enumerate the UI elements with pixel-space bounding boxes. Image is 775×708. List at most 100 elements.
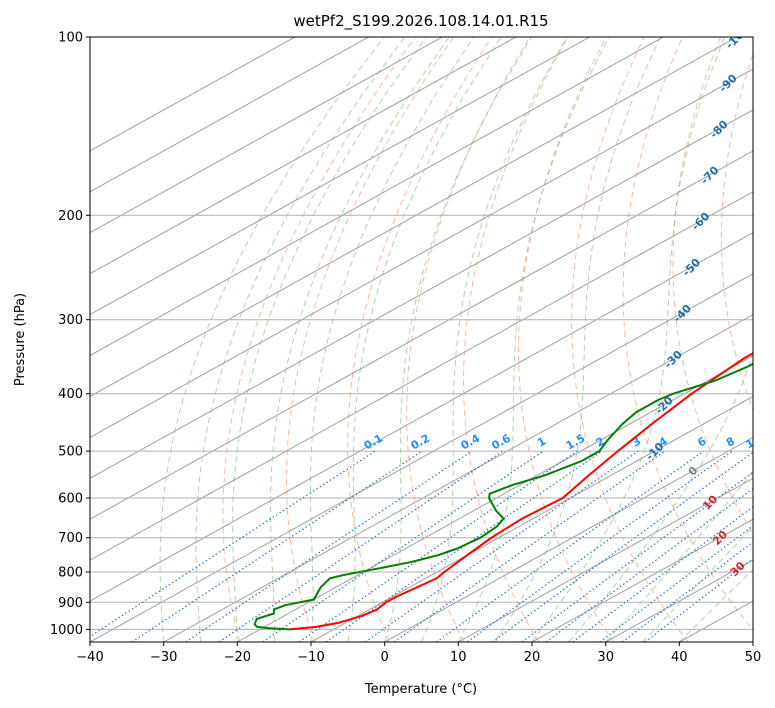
mixing-ratio-line [393,450,666,642]
mixing-ratio-label: 1 [535,434,548,449]
dry-adiabat-line [622,37,753,631]
mixing-ratio-line [622,541,753,642]
moist-adiabat-line [531,37,725,642]
x-tick-label: −40 [76,650,103,665]
chart-title: wetPf2_S199.2026.108.14.01.R15 [293,12,548,31]
dry-adiabat-line [285,37,454,642]
isotherm-line [90,109,753,479]
mixing-ratio-line [644,557,753,642]
y-tick-label: 400 [58,387,83,402]
isotherm-label: 0 [686,464,701,479]
x-tick-label: −10 [297,650,324,665]
mixing-ratio-line [467,450,733,642]
isotherm-line [90,191,753,561]
isotherm-line [237,354,753,642]
moist-adiabat-line [494,37,661,642]
mixing-ratio-line [131,450,423,642]
y-tick-label: 500 [58,445,83,460]
dry-adiabat-line [571,37,689,642]
isotherm-line [90,37,664,357]
dry-adiabat-line [222,37,416,642]
isotherm-line [752,641,753,642]
isotherm-line [90,273,753,642]
moist-adiabat-line [269,37,450,642]
dry-adiabat-line [672,37,753,535]
isotherm-line [531,518,753,642]
mixing-ratio-lines [90,450,753,642]
mixing-ratio-line [90,450,376,638]
isotherm-line [90,68,753,438]
x-tick-label: −30 [150,650,177,665]
dry-adiabat-line [768,37,775,642]
isotherm-line [163,314,753,642]
x-axis-label: Temperature (°C) [364,682,477,697]
y-axis-ticks: 1000 900 800 700 600 500 400 300 200 100 [50,31,90,638]
moist-adiabat-line [232,37,427,642]
dry-adiabat-line [406,37,531,642]
isotherm-label: -60 [689,209,712,232]
mixing-ratio-labels: 0.10.20.40.611.52346810131620253036 [362,431,775,453]
moist-adiabat-line [568,350,753,642]
x-tick-label: 50 [745,650,762,665]
x-tick-label: −20 [224,650,251,665]
mixing-ratio-label: 10 [743,432,763,451]
x-tick-label: 30 [597,650,614,665]
moist-adiabat-line [347,37,502,642]
y-tick-label: 700 [58,531,83,546]
isotherm-line [458,477,753,642]
x-tick-label: 40 [671,650,688,665]
mixing-ratio-label: 0.1 [362,432,385,453]
y-axis-label: Pressure (hPa) [13,293,28,386]
isotherm-line [90,37,590,316]
mixing-ratio-line [599,525,753,642]
x-tick-label: 10 [450,650,467,665]
isotherm-label: -50 [680,256,703,279]
y-tick-label: 600 [58,492,83,507]
mixing-ratio-line [262,450,544,642]
mixing-ratio-line [436,450,704,642]
pressure-gridlines [90,37,753,630]
dry-adiabat-line [517,37,614,642]
dry-adiabat-line [720,52,753,412]
mixing-ratio-line [298,450,578,642]
mixing-ratio-line [521,471,753,642]
moist-adiabats [159,37,753,642]
x-tick-label: 20 [524,650,541,665]
moist-adiabat-line [159,37,385,642]
temperature-profile [289,351,753,631]
mixing-ratio-line [325,450,603,642]
moist-adiabat-line [195,37,406,642]
isotherm-line [90,37,369,193]
profile-series [253,351,753,631]
y-tick-label: 100 [58,31,83,46]
isotherm-line [90,37,738,398]
isotherm-label: -70 [698,163,721,186]
dry-adiabat-line [462,37,569,642]
dry-adiabat-line [347,37,493,642]
isotherm-label: 40 [751,587,771,607]
mixing-ratio-line [364,450,639,642]
isotherm-line [310,395,753,642]
moist-adiabat-line [384,37,532,642]
moist-adiabat-line [605,470,753,642]
isotherm-line [90,37,517,275]
mixing-ratio-line [185,450,473,642]
dewpoint-profile [253,362,753,631]
y-tick-label: 300 [58,313,83,328]
mixing-ratio-line [218,450,504,642]
isotherms [90,37,753,642]
y-tick-label: 900 [58,596,83,611]
isotherm-line [384,436,753,642]
y-tick-label: 200 [58,209,83,224]
isotherm-line [90,37,443,234]
mixing-ratio-label: 13 [771,433,775,452]
moist-adiabat-line [457,37,610,642]
dry-adiabats [222,37,775,642]
isotherm-line [90,150,753,520]
plot-frame [89,36,754,643]
isotherm-line [90,37,296,152]
y-tick-label: 800 [58,566,83,581]
mixing-ratio-label: 0.4 [459,431,483,452]
mixing-ratio-label: 0.2 [409,432,432,453]
